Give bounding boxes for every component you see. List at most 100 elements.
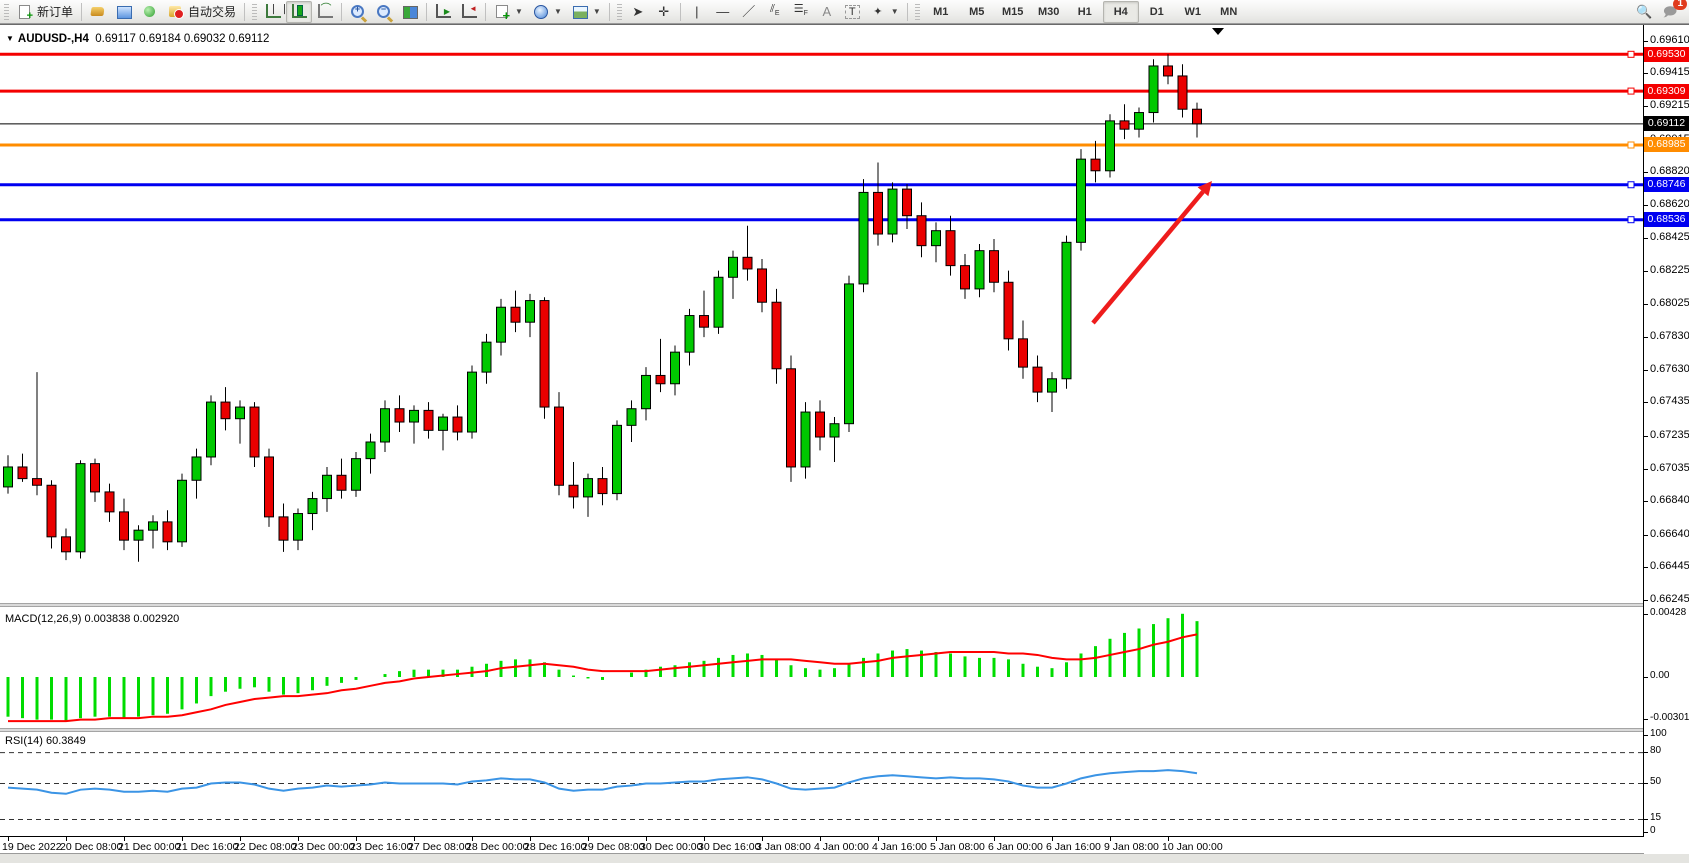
rsi-axis-label: 0 — [1650, 825, 1656, 836]
candle-bullish — [351, 458, 361, 491]
horizontal-line-button[interactable]: — — [710, 1, 736, 23]
market-watch-button[interactable] — [111, 1, 137, 23]
candle-bearish — [1018, 338, 1028, 368]
market-watch-icon — [116, 4, 133, 20]
candle-bearish — [1032, 366, 1043, 393]
candle-bullish — [148, 521, 158, 531]
candle-bullish — [75, 463, 86, 553]
candle-bearish — [960, 265, 970, 290]
zoom-in-button[interactable]: + — [345, 1, 371, 23]
toolbar-separator — [679, 2, 681, 21]
toolbar-separator — [485, 2, 487, 21]
arrows-button[interactable]: ✦ ▼ — [865, 1, 904, 23]
candle-bearish — [539, 300, 550, 408]
fibonacci-button[interactable]: ☰F — [788, 1, 814, 23]
trendline-button[interactable]: ／ — [736, 1, 762, 23]
signals-icon — [142, 4, 158, 20]
bar-chart-icon: ⼁⼁ — [266, 3, 291, 18]
tile-windows-button[interactable] — [397, 1, 423, 23]
timeframe-m1-button[interactable]: M1 — [933, 5, 949, 18]
timeframe-m15-button[interactable]: M15 — [1002, 5, 1024, 18]
axis-tick — [1644, 752, 1648, 753]
candle-bearish — [699, 315, 709, 328]
vertical-line-button[interactable]: | — [684, 1, 710, 23]
price-axis-label: 0.68820 — [1650, 165, 1689, 177]
signals-button[interactable] — [137, 1, 163, 23]
autotrading-button[interactable]: 自动交易 — [163, 1, 241, 23]
time-axis-tick — [240, 837, 241, 841]
line-handle[interactable] — [1627, 87, 1635, 95]
line-handle[interactable] — [1627, 216, 1635, 224]
toolbar-grip[interactable] — [616, 3, 622, 20]
time-axis-label: 22 Dec 08:00 — [234, 841, 297, 853]
symbol-dropdown-icon[interactable]: ▼ — [6, 34, 14, 43]
axis-tick — [1644, 832, 1648, 833]
arrows-icon: ✦ — [873, 5, 883, 18]
chart-bars-button[interactable]: ⼁⼁ — [260, 1, 291, 23]
time-axis-label: 4 Jan 16:00 — [872, 841, 927, 853]
line-handle[interactable] — [1627, 50, 1635, 58]
price-axis-label: 0.67435 — [1650, 395, 1689, 407]
axis-tick — [1644, 600, 1648, 601]
auto-scroll-button[interactable]: ▶ — [430, 1, 456, 23]
chart-shift-button[interactable]: ◄ — [456, 1, 482, 23]
zoom-out-button[interactable]: − — [371, 1, 397, 23]
axis-border — [1643, 25, 1644, 837]
candle-bullish — [496, 306, 506, 343]
price-axis-label: 0.69215 — [1650, 99, 1689, 111]
axis-tick — [1644, 501, 1648, 502]
timeframe-mn-button[interactable]: MN — [1220, 5, 1238, 18]
axis-tick — [1644, 205, 1648, 206]
chat-button[interactable]: 🗩 1 — [1657, 0, 1687, 23]
time-axis-label: 21 Dec 16:00 — [176, 841, 239, 853]
chart-line-button[interactable]: ⌒ — [312, 1, 338, 23]
chart-shift-icon: ◄ — [461, 3, 478, 20]
new-chart-button[interactable]: + ▼ — [489, 1, 528, 23]
candle-bullish — [887, 188, 898, 235]
text-button[interactable]: A — [814, 1, 840, 23]
line-handle[interactable] — [1627, 181, 1635, 189]
price-axis[interactable]: 0.696100.694150.692150.690150.688200.686… — [1644, 25, 1689, 854]
crosshair-icon: ✛ — [658, 3, 670, 19]
chart-candles-button[interactable] — [286, 0, 313, 23]
trend-arrow-annotation[interactable] — [1091, 190, 1205, 325]
timeframe-w1-button[interactable]: W1 — [1184, 5, 1201, 18]
time-axis-tick — [182, 837, 183, 841]
candle-bearish — [902, 188, 912, 217]
search-button[interactable]: 🔍 — [1631, 1, 1657, 23]
timeframe-d1-button[interactable]: D1 — [1149, 5, 1164, 18]
equidistant-channel-button[interactable]: ⫽E — [762, 1, 788, 23]
line-handle[interactable] — [1627, 141, 1635, 149]
price-axis-label: 0.68225 — [1650, 264, 1689, 276]
candle-bearish — [815, 411, 825, 438]
metaeditor-button[interactable] — [85, 1, 111, 23]
rsi-panel-splitter[interactable] — [0, 728, 1643, 732]
toolbar-grip[interactable] — [914, 3, 920, 20]
text-label-button[interactable]: T — [840, 1, 865, 23]
candle-bearish — [1192, 108, 1202, 125]
time-axis-label: 6 Jan 00:00 — [988, 841, 1043, 853]
axis-tick — [1644, 783, 1648, 784]
crosshair-button[interactable]: ✛ — [651, 1, 677, 23]
timeframe-m30-button[interactable]: M30 — [1038, 5, 1060, 18]
candle-bullish — [974, 250, 985, 290]
chart-shift-marker[interactable] — [1212, 28, 1224, 35]
periods-button[interactable]: ▼ — [528, 1, 567, 23]
toolbar-grip[interactable] — [252, 3, 258, 20]
candle-bearish — [945, 230, 956, 267]
rsi-axis-label: 100 — [1650, 728, 1667, 739]
candle-bearish — [336, 474, 347, 491]
toolbar-grip[interactable] — [4, 3, 9, 20]
macd-panel-splitter[interactable] — [0, 603, 1643, 607]
dropdown-caret-icon: ▼ — [515, 7, 523, 16]
timeframe-h1-button[interactable]: H1 — [1077, 5, 1092, 18]
time-axis-tick — [704, 837, 705, 841]
cursor-button[interactable]: ➤ — [625, 1, 651, 23]
time-axis-tick — [356, 837, 357, 841]
new-order-button[interactable]: + 新订单 — [12, 1, 78, 23]
candle-bearish — [423, 409, 434, 431]
timeframe-h4-button[interactable]: H4 — [1102, 0, 1139, 23]
timeframe-m5-button[interactable]: M5 — [969, 5, 985, 18]
templates-button[interactable]: ▼ — [567, 1, 606, 23]
time-axis-tick — [762, 837, 763, 841]
